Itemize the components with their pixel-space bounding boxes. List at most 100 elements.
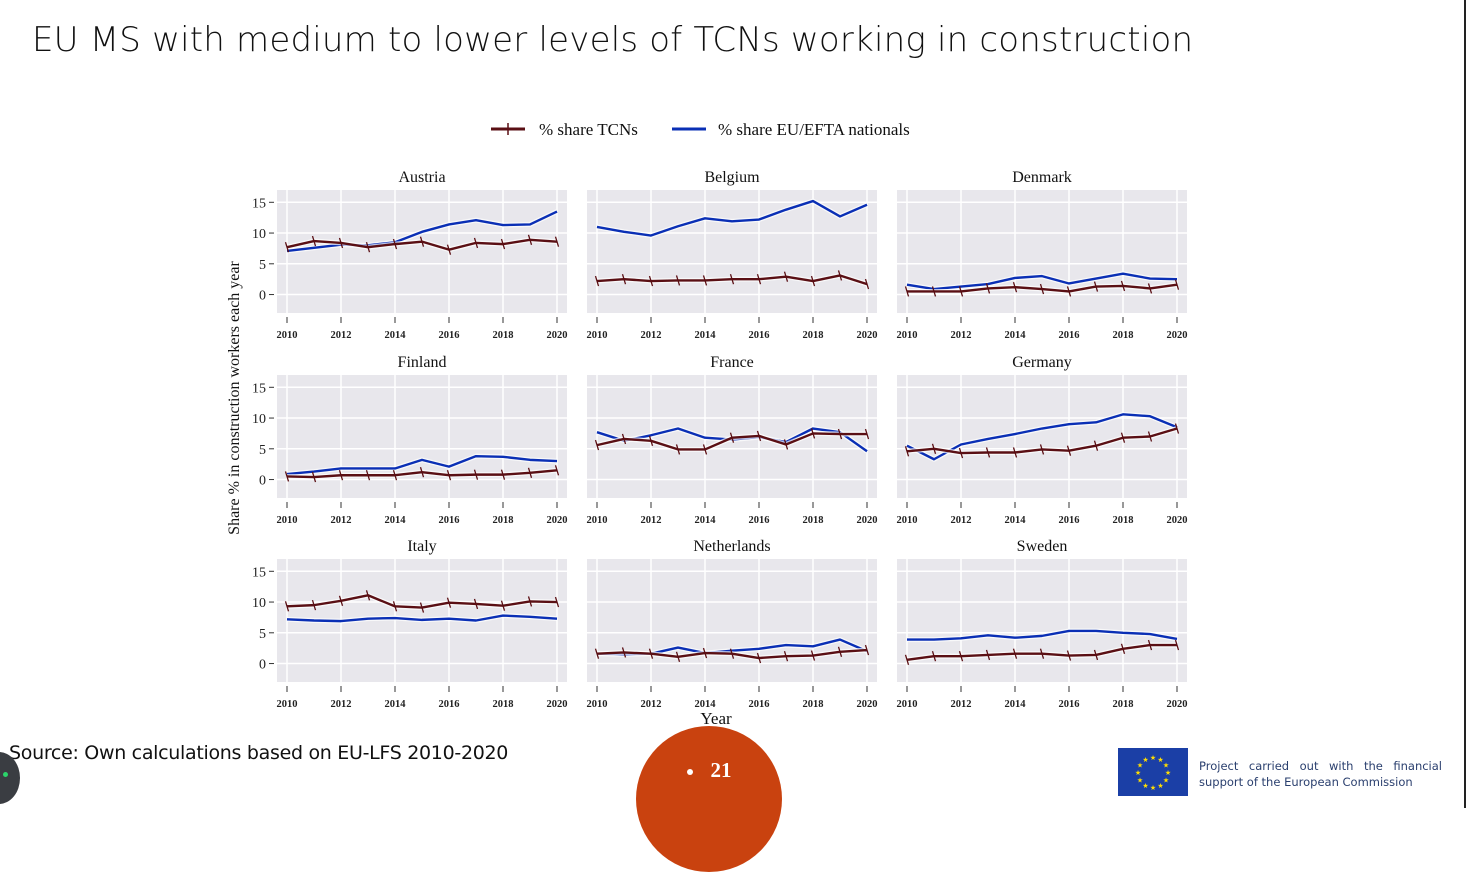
tcn-series-point [864, 278, 870, 290]
x-tick-label: 2016 [749, 699, 770, 710]
eu-star-icon: ★ [1165, 769, 1171, 777]
tcn-series-point [392, 470, 398, 481]
tcn-series-point [985, 447, 991, 458]
x-tick-label: 2018 [803, 515, 824, 526]
tcn-series-point [284, 471, 290, 482]
panel-austria: Austria 2010 2012 2014 2016 2018 2020 0 5 10 15 [252, 169, 568, 341]
x-tick-label: 2010 [897, 699, 918, 710]
tcn-series-point [1147, 431, 1153, 442]
x-tick-label: 2014 [385, 515, 407, 526]
tcn-series-point [837, 646, 843, 658]
tcn-series-point [729, 273, 735, 285]
eu-series-line [286, 210, 558, 253]
tcn-series-point [675, 275, 681, 286]
x-axis-label: Year [700, 709, 732, 728]
tcn-series-point [958, 286, 964, 297]
tcn-series-point [1066, 445, 1072, 456]
tcn-series-point [419, 466, 425, 478]
x-tick-label: 2014 [1005, 515, 1027, 526]
tcn-series-point [783, 650, 789, 662]
panel-title: Austria [398, 169, 445, 186]
x-tick-label: 2016 [749, 330, 770, 341]
plot-background [587, 559, 877, 682]
x-tick-label: 2018 [803, 330, 824, 341]
panel-title: Denmark [1012, 169, 1072, 186]
tcn-series-point [1174, 423, 1180, 434]
x-tick-label: 2020 [857, 515, 878, 526]
x-tick-label: 2010 [587, 699, 608, 710]
x-tick-label: 2014 [385, 330, 407, 341]
tcn-series-point [837, 428, 843, 440]
tcn-series-point [500, 238, 506, 250]
x-tick-label: 2020 [547, 330, 568, 341]
eu-flag-logo: ★ ★ ★ ★ ★ ★ ★ ★ ★ ★ ★ ★ [1118, 748, 1188, 796]
recording-indicator-button[interactable] [0, 752, 20, 804]
tcn-series-point [473, 598, 479, 610]
x-tick-label: 2016 [439, 515, 460, 526]
eu-star-icon: ★ [1157, 782, 1163, 790]
x-tick-label: 2016 [749, 515, 770, 526]
x-tick-label: 2014 [1005, 330, 1027, 341]
tcn-series-point [904, 286, 910, 297]
tcn-series-point [446, 244, 452, 255]
eu-series-line [286, 614, 558, 623]
x-tick-label: 2016 [1059, 699, 1080, 710]
panel-france: France 2010 2012 2014 2016 2018 2020 [587, 354, 878, 526]
tcn-series-point [756, 430, 762, 442]
y-tick-label: 15 [252, 196, 266, 211]
x-tick-label: 2018 [1113, 515, 1134, 526]
panel-title: Netherlands [693, 538, 770, 555]
tcn-series-point [621, 433, 627, 445]
x-tick-label: 2010 [897, 515, 918, 526]
panel-sweden: Sweden 2010 2012 2014 2016 2018 2020 [897, 538, 1188, 710]
y-tick-label: 5 [259, 627, 266, 642]
tcn-series-point [500, 469, 506, 480]
tcn-series-point [729, 648, 735, 659]
tcn-series-point [554, 596, 560, 608]
tcn-series-point [1093, 649, 1099, 661]
tcn-series-point [621, 273, 627, 285]
tcn-series-point [1066, 286, 1072, 297]
eu-star-icon: ★ [1150, 754, 1156, 762]
eu-series-line [907, 629, 1178, 641]
tcn-series-point [392, 601, 398, 612]
page-number: 21 [636, 758, 782, 783]
panel-title: Belgium [704, 169, 760, 186]
tcn-series-point [783, 271, 789, 282]
eu-star-icon: ★ [1150, 784, 1156, 792]
tcn-series-point [527, 234, 533, 246]
tcn-series-point [554, 465, 560, 476]
y-axis-label: Share % in construction workers each yea… [226, 260, 243, 534]
x-tick-label: 2018 [493, 330, 514, 341]
x-tick-label: 2018 [1113, 330, 1134, 341]
status-dot-icon [3, 772, 8, 777]
y-tick-label: 0 [259, 289, 266, 304]
panel-germany: Germany 2010 2012 2014 2016 2018 2020 [897, 354, 1188, 526]
tcn-series-point [1039, 648, 1045, 659]
x-tick-label: 2010 [277, 515, 298, 526]
panel-title: Italy [407, 538, 436, 555]
legend-eu-label: % share EU/EFTA nationals [718, 120, 910, 139]
tcn-series-point [419, 236, 425, 247]
tcn-series-point [864, 644, 870, 656]
tcn-series-point [621, 647, 627, 658]
tcn-series-point [783, 439, 789, 450]
tcn-series-point [810, 428, 816, 439]
tcn-series-point [1120, 280, 1126, 292]
tcn-series-point [837, 270, 843, 281]
y-tick-label: 15 [252, 381, 266, 396]
y-tick-label: 5 [259, 443, 266, 458]
tcn-series-point [729, 432, 735, 443]
tcn-series-point [446, 597, 452, 608]
panel-netherlands: Netherlands 2010 2012 2014 2016 2018 2020 [587, 538, 878, 710]
eu-star-icon: ★ [1163, 777, 1169, 785]
x-tick-label: 2012 [331, 330, 352, 341]
plot-background [897, 559, 1187, 682]
tcn-series-point [1093, 281, 1099, 292]
x-tick-label: 2014 [695, 515, 717, 526]
tcn-series-point [810, 275, 816, 287]
tcn-series-point [702, 444, 708, 455]
panel-belgium: Belgium 2010 2012 2014 2016 2018 2020 [587, 169, 878, 341]
panel-title: Germany [1012, 354, 1072, 371]
bullet-dot [686, 769, 693, 776]
